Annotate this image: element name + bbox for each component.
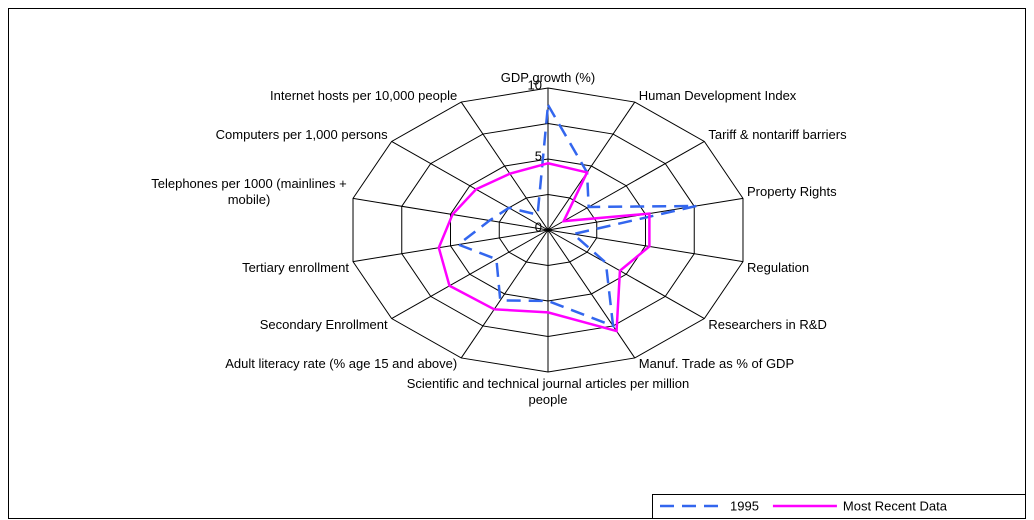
category-label: Researchers in R&D (708, 316, 827, 332)
category-label: Regulation (746, 259, 810, 275)
y-tick-label: 5 (535, 148, 542, 163)
spoke (547, 141, 705, 231)
spoke (352, 197, 549, 231)
y-tick-label: 10 (528, 77, 542, 92)
series-line (437, 161, 651, 333)
spoke (547, 229, 705, 319)
spoke (460, 101, 549, 231)
category-label: Manuf. Trade as % of GDP (638, 355, 795, 371)
category-label: Secondary Enrollment (259, 316, 388, 332)
spoke (547, 101, 636, 231)
category-label: Telephones per 1000 (mainlines + mobile) (151, 176, 347, 208)
category-label: Property Rights (746, 184, 837, 200)
legend-item: Most Recent Data (772, 498, 948, 513)
spoke (547, 229, 744, 263)
category-label: Internet hosts per 10,000 people (270, 88, 458, 104)
category-label: Tertiary enrollment (242, 259, 349, 275)
spoke (391, 141, 549, 231)
y-tick-label: 0 (535, 219, 542, 234)
category-label: Tariff & nontariff barriers (708, 127, 847, 143)
category-label: Adult literacy rate (% age 15 and above) (225, 355, 458, 371)
legend-label: 1995 (730, 498, 759, 513)
category-label: GDP growth (%) (500, 70, 596, 85)
spoke (460, 229, 549, 359)
category-label: Scientific and technical journal article… (406, 376, 690, 407)
legend-label: Most Recent Data (843, 498, 948, 513)
spoke (391, 229, 549, 319)
category-label: Human Development Index (638, 88, 797, 104)
spoke (352, 229, 549, 263)
legend-item: 1995 (660, 498, 759, 513)
spoke (547, 229, 636, 359)
series-line (455, 101, 697, 328)
category-label: Computers per 1,000 persons (215, 127, 388, 143)
